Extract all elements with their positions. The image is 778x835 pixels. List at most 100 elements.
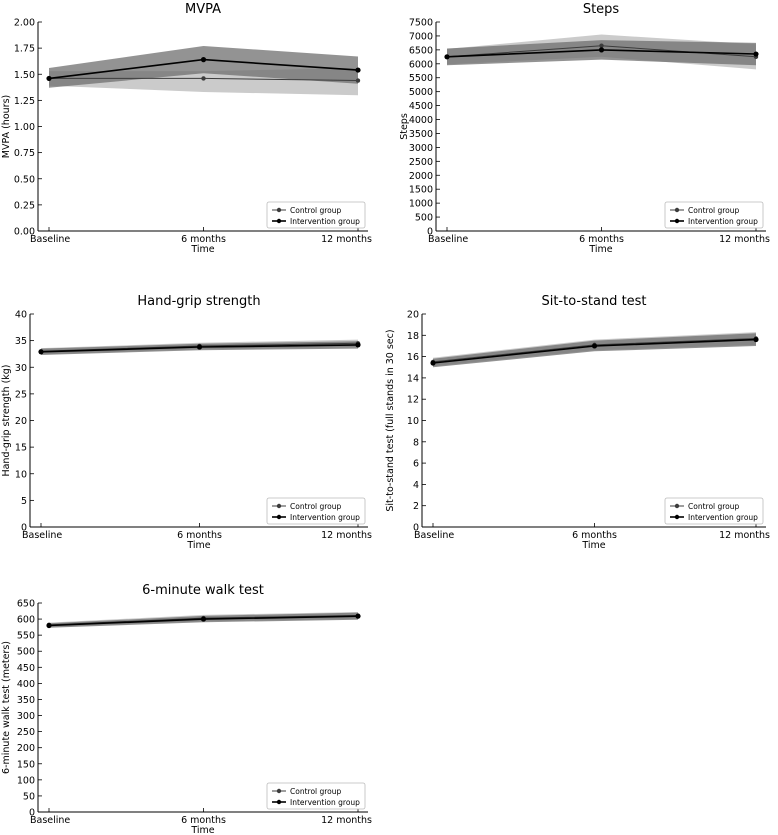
- y-tick-label: 7500: [409, 18, 433, 29]
- y-tick-label: 2.00: [14, 18, 35, 29]
- legend-marker-control: [674, 503, 680, 509]
- data-point-intervention: [355, 67, 361, 73]
- y-tick-label: 300: [17, 711, 35, 722]
- y-tick-label: 4000: [409, 115, 433, 126]
- y-tick-label: 0.00: [14, 227, 35, 238]
- y-tick-label: 2: [413, 501, 419, 512]
- x-tick-label: Baseline: [414, 530, 454, 541]
- chart-title: Steps: [583, 2, 620, 17]
- y-tick-label: 3000: [409, 143, 433, 154]
- chart-panel-3: Hand-grip strength 0 5 10 15 20 25 30 35 40 Baseli…: [1, 294, 372, 551]
- chart-panel-2: Steps 0 500 1000 1500 2000 2500 3000 3500 4000 450…: [399, 2, 770, 255]
- chart-panel-1: MVPA 0.00 0.25 0.50 0.75 1.00 1.25 1.50 1.75 2.00…: [1, 2, 372, 255]
- x-tick-label: 12 months: [321, 234, 372, 245]
- y-tick-label: 600: [17, 615, 35, 626]
- y-tick-label: 200: [17, 743, 35, 754]
- x-axis-label: Time: [190, 244, 214, 255]
- x-tick-label: 6 months: [572, 530, 617, 541]
- legend: Control group Intervention group: [664, 201, 764, 229]
- legend: Control group Intervention group: [266, 497, 366, 525]
- legend-label-intervention: Intervention group: [688, 217, 758, 226]
- y-tick-label: 0: [427, 227, 433, 238]
- y-tick-label: 25: [15, 389, 27, 400]
- x-axis-label: Time: [588, 244, 612, 255]
- x-tick-label: Baseline: [30, 234, 70, 245]
- legend-box: [664, 201, 764, 229]
- y-tick-label: 1500: [409, 185, 433, 196]
- y-axis-label: Steps: [399, 113, 410, 140]
- data-point-control: [201, 76, 206, 81]
- y-tick-label: 30: [15, 363, 27, 374]
- data-point-intervention: [591, 343, 598, 349]
- chart-title: 6-minute walk test: [142, 583, 264, 598]
- data-point-intervention: [753, 336, 759, 343]
- y-tick-label: 10: [407, 416, 419, 427]
- x-tick-label: 12 months: [719, 530, 770, 541]
- y-tick-label: 5: [21, 496, 27, 507]
- legend-label-control: Control group: [290, 787, 342, 796]
- legend-label-control: Control group: [290, 206, 342, 215]
- legend-label-control: Control group: [688, 206, 740, 215]
- y-tick-label: 0: [21, 523, 27, 534]
- y-tick-label: 12: [407, 395, 419, 406]
- legend-box: [266, 497, 366, 525]
- y-tick-label: 6000: [409, 59, 433, 70]
- y-tick-label: 0: [29, 808, 35, 819]
- y-tick-label: 6500: [409, 45, 433, 56]
- x-axis-label: Time: [190, 825, 214, 835]
- y-tick-label: 16: [407, 352, 419, 363]
- y-tick-label: 35: [15, 336, 27, 347]
- data-point-intervention: [196, 344, 203, 350]
- data-point-intervention: [598, 47, 605, 53]
- legend-label-control: Control group: [688, 502, 740, 511]
- legend-marker-control: [276, 207, 282, 213]
- chart-panel-4: Sit-to-stand test 0 2 4 6 8 10 12 14 16 18 20 Baseli…: [385, 294, 770, 551]
- x-tick-label: 12 months: [321, 815, 372, 826]
- chart-title: MVPA: [185, 2, 221, 17]
- data-point-intervention: [444, 54, 450, 60]
- legend-box: [266, 201, 366, 229]
- legend-label-intervention: Intervention group: [688, 513, 758, 522]
- legend: Control group Intervention group: [664, 497, 764, 525]
- data-point-control: [599, 43, 604, 48]
- y-tick-label: 100: [17, 775, 35, 786]
- legend-box: [266, 782, 366, 810]
- y-tick-label: 4500: [409, 101, 433, 112]
- legend: Control group Intervention group: [266, 201, 366, 229]
- y-tick-label: 15: [15, 443, 27, 454]
- y-tick-label: 20: [15, 416, 27, 427]
- x-tick-label: Baseline: [22, 530, 62, 541]
- legend-label-intervention: Intervention group: [290, 798, 360, 807]
- x-tick-label: 12 months: [321, 530, 372, 541]
- y-axis-label: Sit-to-stand test (full stands in 30 sec…: [385, 329, 396, 511]
- y-tick-label: 20: [407, 310, 419, 321]
- legend-label-intervention: Intervention group: [290, 217, 360, 226]
- y-tick-label: 450: [17, 663, 35, 674]
- y-tick-label: 150: [17, 759, 35, 770]
- x-tick-label: 6 months: [181, 234, 226, 245]
- y-tick-label: 0.50: [14, 174, 35, 185]
- y-tick-label: 3500: [409, 129, 433, 140]
- y-tick-label: 350: [17, 695, 35, 706]
- x-tick-label: 6 months: [579, 234, 624, 245]
- y-tick-label: 1.25: [14, 96, 35, 107]
- y-tick-label: 10: [15, 469, 27, 480]
- y-tick-label: 550: [17, 631, 35, 642]
- chart-panel-5: 6-minute walk test 0 50 100 150 200 250 300 350 4…: [1, 583, 372, 835]
- x-tick-label: Baseline: [30, 815, 70, 826]
- y-tick-label: 500: [17, 647, 35, 658]
- y-tick-label: 2000: [409, 171, 433, 182]
- y-tick-label: 0: [413, 523, 419, 534]
- y-tick-label: 50: [23, 791, 35, 802]
- data-point-intervention: [355, 613, 361, 619]
- legend-box: [664, 497, 764, 525]
- y-tick-label: 500: [415, 213, 433, 224]
- legend-marker-intervention: [276, 799, 282, 805]
- y-axis-label: MVPA (hours): [1, 95, 12, 158]
- data-point-intervention: [200, 616, 207, 622]
- legend-marker-intervention: [276, 218, 282, 224]
- legend-marker-intervention: [674, 218, 680, 224]
- y-tick-label: 8: [413, 437, 419, 448]
- data-point-intervention: [355, 342, 361, 348]
